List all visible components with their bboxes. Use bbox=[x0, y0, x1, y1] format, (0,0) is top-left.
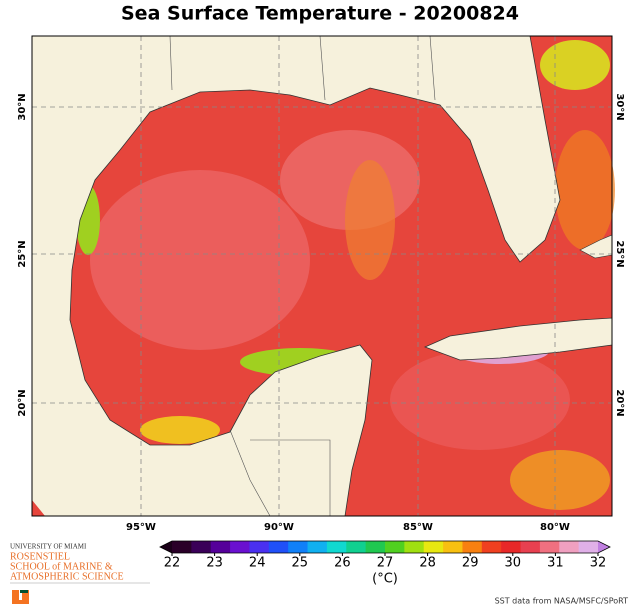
ocean-texture bbox=[540, 40, 610, 90]
colorbar-segment bbox=[249, 541, 270, 553]
logo-u bbox=[20, 590, 28, 593]
logo-text: ATMOSPHERIC SCIENCE bbox=[10, 571, 124, 582]
colorbar-segment bbox=[346, 541, 367, 553]
colorbar-segment bbox=[230, 541, 250, 553]
colorbar-tick-label: 28 bbox=[419, 556, 436, 571]
map bbox=[31, 35, 615, 517]
ocean-texture bbox=[345, 160, 395, 280]
colorbar-tick-label: 23 bbox=[206, 556, 223, 571]
ocean-texture bbox=[90, 170, 310, 350]
colorbar-extend bbox=[598, 541, 610, 553]
lat-label: 30°N bbox=[614, 93, 625, 120]
colorbar-segment bbox=[268, 541, 289, 553]
colorbar-tick-label: 29 bbox=[462, 556, 479, 571]
ocean-texture bbox=[555, 130, 615, 250]
logo: UNIVERSITY OF MIAMI ROSENSTIEL SCHOOL of… bbox=[10, 543, 150, 604]
graticule bbox=[32, 36, 612, 516]
colorbar-segment bbox=[288, 541, 309, 553]
colorbar-label: (°C) bbox=[372, 572, 398, 587]
colorbar-segment bbox=[172, 541, 192, 553]
colorbar-segment bbox=[191, 541, 212, 553]
lat-label: 30°N bbox=[17, 93, 28, 120]
colorbar-tick-label: 25 bbox=[292, 556, 309, 571]
colorbar-segment bbox=[210, 541, 231, 553]
ocean-texture bbox=[510, 450, 610, 510]
colorbar-segment bbox=[326, 541, 347, 553]
land bbox=[31, 35, 561, 517]
colorbar-segment bbox=[481, 541, 502, 553]
logo-text: SCHOOL of MARINE & bbox=[10, 561, 113, 572]
colorbar-tick-label: 24 bbox=[249, 556, 266, 571]
colorbar-tick-label: 22 bbox=[164, 556, 181, 571]
colorbar-tick-label: 30 bbox=[505, 556, 522, 571]
coastal-warm bbox=[140, 416, 220, 444]
colorbar-segment bbox=[462, 541, 483, 553]
logo-text: ROSENSTIEL bbox=[10, 551, 70, 562]
colorbar-tick-label: 27 bbox=[377, 556, 394, 571]
colorbar-segment bbox=[307, 541, 328, 553]
lat-label: 25°N bbox=[614, 240, 625, 267]
lat-label: 20°N bbox=[614, 389, 625, 416]
colorbar: 22 23 24 25 26 27 28 29 30 31 32 bbox=[159, 540, 611, 571]
grid-lines bbox=[32, 36, 612, 516]
credit: SST data from NASA/MSFC/SPoRT bbox=[495, 597, 629, 606]
logo-text: UNIVERSITY OF MIAMI bbox=[10, 543, 87, 551]
logo-u bbox=[12, 590, 29, 604]
colorbar-tick-label: 26 bbox=[334, 556, 351, 571]
colorbar-segment bbox=[501, 541, 522, 553]
colorbar-segment bbox=[578, 541, 599, 553]
colorbar-segment bbox=[385, 541, 405, 553]
lat-label: 25°N bbox=[17, 240, 28, 267]
borders bbox=[169, 35, 436, 517]
colorbar-segment bbox=[365, 541, 386, 553]
map-frame bbox=[31, 35, 613, 517]
colorbar-segment bbox=[559, 541, 580, 553]
axis-labels: 95°W 90°W 85°W 80°W 30°N 30°N 25°N 25°N 20°N 20°N bbox=[17, 93, 625, 533]
colorbar-extend bbox=[160, 541, 172, 553]
lon-label: 80°W bbox=[540, 522, 570, 533]
colorbar-tick-label: 32 bbox=[590, 556, 607, 571]
lon-label: 90°W bbox=[264, 522, 294, 533]
ocean-texture bbox=[390, 350, 570, 450]
lon-label: 85°W bbox=[403, 522, 433, 533]
colorbar-segment bbox=[423, 541, 444, 553]
colorbar-segment bbox=[404, 541, 425, 553]
colorbar-tick-label: 31 bbox=[547, 556, 564, 571]
colorbar-segment bbox=[520, 541, 541, 553]
title: Sea Surface Temperature - 20200824 bbox=[121, 3, 519, 25]
pacific bbox=[32, 500, 45, 516]
colorbar-segment bbox=[443, 541, 463, 553]
lat-label: 20°N bbox=[17, 389, 28, 416]
lon-label: 95°W bbox=[126, 522, 156, 533]
colorbar-segment bbox=[539, 541, 560, 553]
